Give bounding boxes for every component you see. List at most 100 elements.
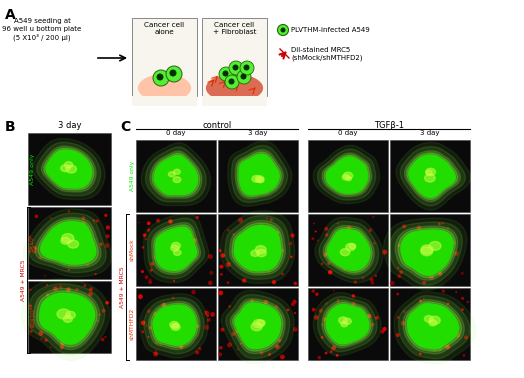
Ellipse shape bbox=[172, 323, 179, 328]
Circle shape bbox=[259, 351, 264, 355]
Circle shape bbox=[237, 248, 240, 251]
Circle shape bbox=[73, 335, 77, 339]
Bar bbox=[132, 96, 197, 106]
Circle shape bbox=[219, 249, 222, 252]
Circle shape bbox=[38, 331, 43, 336]
Polygon shape bbox=[323, 225, 374, 274]
Circle shape bbox=[327, 262, 330, 265]
Text: A549 only: A549 only bbox=[130, 161, 135, 191]
Circle shape bbox=[195, 350, 199, 354]
Circle shape bbox=[428, 342, 430, 343]
Ellipse shape bbox=[349, 243, 356, 249]
Polygon shape bbox=[148, 301, 200, 350]
Circle shape bbox=[207, 315, 209, 317]
Circle shape bbox=[76, 254, 79, 256]
Text: 0 day: 0 day bbox=[339, 130, 358, 136]
Text: control: control bbox=[202, 121, 232, 130]
Polygon shape bbox=[29, 213, 106, 273]
Circle shape bbox=[352, 294, 355, 298]
Circle shape bbox=[312, 308, 315, 311]
Ellipse shape bbox=[173, 250, 181, 256]
Circle shape bbox=[250, 267, 254, 271]
Polygon shape bbox=[41, 222, 96, 264]
Circle shape bbox=[278, 339, 281, 342]
Circle shape bbox=[89, 287, 93, 291]
Bar bbox=[390, 214, 470, 286]
Ellipse shape bbox=[255, 246, 266, 254]
Circle shape bbox=[141, 270, 144, 273]
Circle shape bbox=[94, 273, 97, 275]
Circle shape bbox=[313, 223, 314, 224]
Polygon shape bbox=[409, 155, 455, 197]
Circle shape bbox=[95, 219, 99, 223]
Polygon shape bbox=[154, 155, 198, 195]
Circle shape bbox=[461, 297, 464, 300]
Circle shape bbox=[291, 302, 295, 306]
Circle shape bbox=[328, 270, 332, 274]
Ellipse shape bbox=[57, 309, 70, 319]
Circle shape bbox=[141, 330, 144, 333]
Text: A549 + MRC5: A549 + MRC5 bbox=[120, 266, 125, 308]
Ellipse shape bbox=[252, 175, 261, 182]
Circle shape bbox=[236, 318, 241, 323]
Circle shape bbox=[244, 65, 249, 71]
Circle shape bbox=[228, 79, 235, 85]
Circle shape bbox=[321, 336, 323, 339]
Circle shape bbox=[145, 275, 148, 279]
Ellipse shape bbox=[61, 165, 70, 172]
Bar bbox=[202, 18, 267, 96]
Polygon shape bbox=[148, 218, 205, 279]
Circle shape bbox=[264, 300, 268, 304]
Polygon shape bbox=[313, 146, 380, 204]
Circle shape bbox=[361, 263, 364, 266]
Text: Cancer cell
alone: Cancer cell alone bbox=[145, 22, 184, 36]
Ellipse shape bbox=[342, 175, 350, 180]
Polygon shape bbox=[144, 214, 209, 283]
Circle shape bbox=[371, 323, 375, 326]
Circle shape bbox=[147, 222, 151, 225]
Circle shape bbox=[75, 288, 79, 291]
Circle shape bbox=[53, 286, 58, 291]
Circle shape bbox=[324, 227, 329, 231]
Ellipse shape bbox=[343, 318, 352, 324]
Circle shape bbox=[413, 242, 417, 246]
Circle shape bbox=[268, 353, 271, 356]
Circle shape bbox=[34, 247, 37, 249]
Circle shape bbox=[331, 259, 333, 261]
Circle shape bbox=[171, 231, 173, 234]
Ellipse shape bbox=[138, 74, 191, 102]
Polygon shape bbox=[407, 153, 458, 200]
Polygon shape bbox=[34, 288, 100, 350]
Text: 0 day: 0 day bbox=[166, 130, 185, 136]
Circle shape bbox=[442, 222, 444, 224]
Ellipse shape bbox=[425, 168, 435, 175]
Circle shape bbox=[204, 325, 209, 330]
Circle shape bbox=[61, 298, 66, 302]
Circle shape bbox=[445, 345, 450, 349]
Polygon shape bbox=[21, 279, 110, 360]
Circle shape bbox=[155, 350, 157, 352]
Circle shape bbox=[281, 273, 284, 275]
Circle shape bbox=[436, 262, 438, 264]
Circle shape bbox=[280, 355, 285, 359]
Ellipse shape bbox=[170, 321, 179, 328]
Circle shape bbox=[396, 333, 400, 337]
Circle shape bbox=[66, 287, 71, 292]
Bar bbox=[308, 214, 388, 286]
Polygon shape bbox=[35, 217, 101, 268]
Polygon shape bbox=[141, 143, 211, 206]
Polygon shape bbox=[233, 301, 283, 351]
Circle shape bbox=[333, 290, 335, 291]
Circle shape bbox=[290, 233, 295, 238]
Bar bbox=[28, 133, 111, 205]
Ellipse shape bbox=[168, 172, 175, 177]
Polygon shape bbox=[328, 229, 370, 270]
Text: shMock: shMock bbox=[130, 239, 135, 261]
Text: 3 day: 3 day bbox=[248, 130, 268, 136]
Circle shape bbox=[290, 256, 292, 258]
Text: shMTHFD2: shMTHFD2 bbox=[130, 308, 135, 340]
Circle shape bbox=[365, 255, 367, 257]
Circle shape bbox=[88, 320, 91, 324]
Ellipse shape bbox=[171, 324, 180, 330]
Circle shape bbox=[325, 233, 329, 237]
